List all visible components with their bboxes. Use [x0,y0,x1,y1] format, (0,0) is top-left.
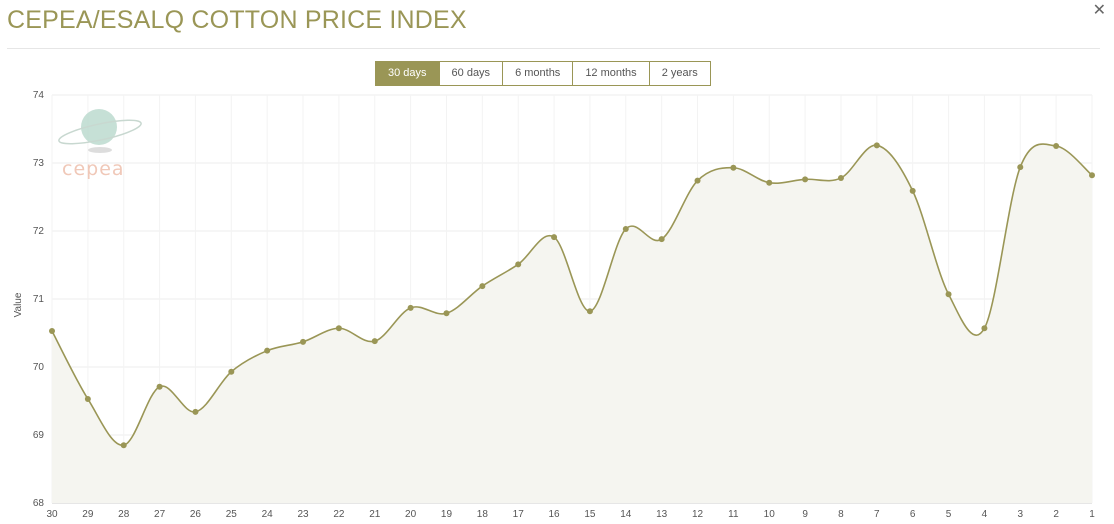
x-tick-label: 4 [982,509,988,520]
y-tick-label: 72 [33,226,45,237]
x-tick-label: 22 [333,509,345,520]
data-point [515,261,522,268]
area-fill [52,144,1092,504]
divider [7,48,1100,49]
data-point [586,308,593,315]
x-tick-label: 21 [369,509,381,520]
x-tick-label: 16 [549,509,561,520]
data-point [694,177,701,184]
data-point [1017,164,1024,171]
x-tick-label: 8 [838,509,844,520]
range-button-6-months[interactable]: 6 months [503,61,574,86]
cepea-logo: cepea [58,109,142,180]
range-button-60-days[interactable]: 60 days [439,61,504,86]
data-point [192,408,199,415]
x-tick-label: 1 [1089,509,1095,520]
data-point [730,164,737,171]
x-tick-label: 14 [620,509,632,520]
data-point [909,187,916,194]
data-point [443,310,450,317]
data-point [371,338,378,345]
x-tick-label: 28 [118,509,130,520]
data-point [120,442,127,449]
x-tick-label: 13 [656,509,668,520]
x-tick-label: 19 [441,509,453,520]
x-tick-label: 23 [297,509,309,520]
x-tick-label: 2 [1053,509,1059,520]
data-point [49,327,55,334]
data-point [551,234,558,241]
range-selector: 30 days 60 days 6 months 12 months 2 yea… [375,61,711,86]
x-tick-label: 29 [82,509,94,520]
x-tick-label: 9 [802,509,808,520]
x-tick-label: 24 [262,509,274,520]
y-tick-label: 74 [33,90,45,101]
y-tick-label: 71 [33,294,45,305]
data-point [84,395,91,402]
data-point [873,142,880,149]
range-button-2-years[interactable]: 2 years [649,61,711,86]
data-point [156,383,163,390]
y-tick-label: 69 [33,430,45,441]
range-button-30-days[interactable]: 30 days [375,61,440,86]
data-point [335,325,342,332]
x-tick-label: 30 [46,509,58,520]
x-tick-label: 26 [190,509,202,520]
data-point [1053,143,1060,149]
x-tick-label: 11 [728,509,739,520]
data-point [300,338,307,345]
data-point [658,236,665,243]
x-tick-label: 27 [154,509,166,520]
x-tick-label: 15 [584,509,596,520]
close-icon[interactable]: ✕ [1092,0,1106,19]
x-tick-label: 10 [764,509,776,520]
x-tick-label: 18 [477,509,489,520]
data-point [837,174,844,181]
y-tick-label: 73 [33,158,45,169]
range-button-12-months[interactable]: 12 months [573,61,650,86]
page-title: CEPEA/ESALQ COTTON PRICE INDEX [7,6,467,34]
data-point [622,225,629,232]
x-tick-label: 17 [513,509,525,520]
logo-text: cepea [62,158,125,180]
y-axis-label: Value [13,292,24,317]
data-point [766,179,773,186]
x-tick-label: 3 [1017,509,1023,520]
x-tick-label: 6 [910,509,916,520]
x-tick-label: 25 [226,509,238,520]
x-tick-label: 12 [692,509,704,520]
data-point [407,304,414,311]
data-point [981,325,988,332]
x-tick-label: 7 [874,509,880,520]
data-point [945,291,952,298]
data-point [802,176,809,183]
data-point [228,368,235,375]
data-point [264,347,271,354]
x-tick-label: 5 [946,509,952,520]
y-tick-label: 68 [33,498,45,509]
data-point [479,283,486,290]
data-point [1089,172,1095,179]
x-tick-label: 20 [405,509,417,520]
y-tick-label: 70 [33,362,45,373]
